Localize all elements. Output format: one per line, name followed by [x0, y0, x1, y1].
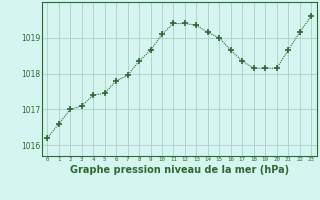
X-axis label: Graphe pression niveau de la mer (hPa): Graphe pression niveau de la mer (hPa): [70, 165, 289, 175]
